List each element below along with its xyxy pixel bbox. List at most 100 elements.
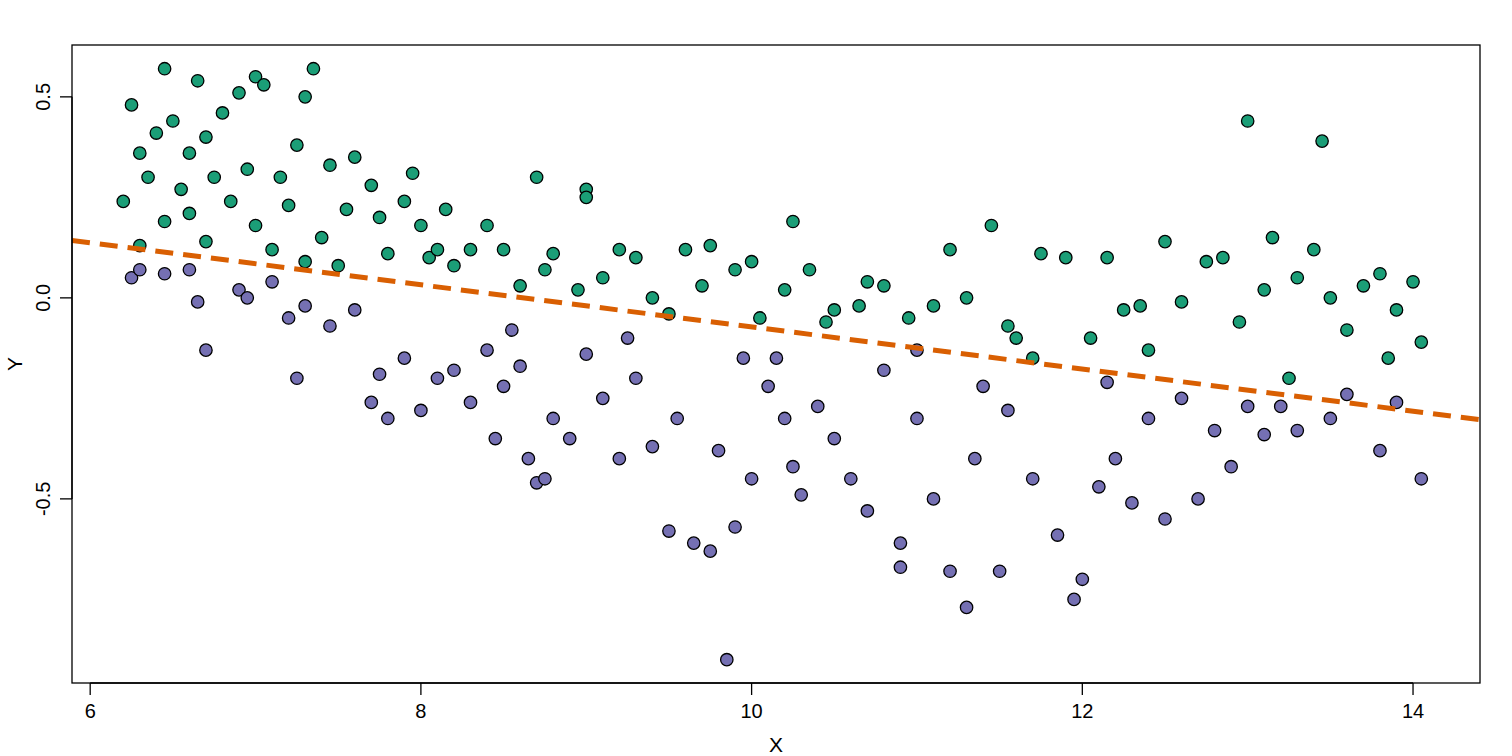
point — [721, 653, 733, 665]
point — [927, 300, 939, 312]
point — [200, 235, 212, 247]
point — [671, 412, 683, 424]
point — [1233, 316, 1245, 328]
point — [158, 268, 170, 280]
point — [787, 215, 799, 227]
point — [770, 352, 782, 364]
point — [406, 167, 418, 179]
point — [993, 565, 1005, 577]
point — [878, 280, 890, 292]
point — [175, 183, 187, 195]
point — [1109, 452, 1121, 464]
point — [927, 493, 939, 505]
point — [125, 99, 137, 111]
point — [787, 461, 799, 473]
point — [1258, 284, 1270, 296]
point — [200, 131, 212, 143]
point — [134, 147, 146, 159]
point — [853, 300, 865, 312]
point — [1415, 336, 1427, 348]
point — [167, 115, 179, 127]
point — [398, 195, 410, 207]
point — [241, 292, 253, 304]
point — [630, 372, 642, 384]
point — [183, 207, 195, 219]
point — [497, 380, 509, 392]
point — [911, 412, 923, 424]
point — [613, 452, 625, 464]
point — [382, 412, 394, 424]
point — [861, 276, 873, 288]
point — [1060, 251, 1072, 263]
point — [820, 316, 832, 328]
point — [1390, 304, 1402, 316]
x-axis-label: X — [769, 733, 783, 756]
point — [1117, 304, 1129, 316]
y-tick — [60, 498, 72, 499]
point — [299, 300, 311, 312]
point — [349, 151, 361, 163]
point — [282, 199, 294, 211]
point — [299, 255, 311, 267]
point — [282, 312, 294, 324]
point — [1217, 251, 1229, 263]
point — [894, 537, 906, 549]
point — [415, 219, 427, 231]
point — [547, 412, 559, 424]
point — [382, 247, 394, 259]
point — [547, 247, 559, 259]
point — [398, 352, 410, 364]
point — [1308, 243, 1320, 255]
point — [1002, 404, 1014, 416]
x-tick-label: 10 — [740, 700, 762, 722]
y-axis-label: Y — [3, 357, 26, 371]
point — [274, 171, 286, 183]
point — [373, 368, 385, 380]
y-tick-label: 0.0 — [32, 284, 54, 312]
point — [1266, 231, 1278, 243]
point — [307, 63, 319, 75]
point — [745, 255, 757, 267]
chart-root: 68101214X-0.50.00.5Y — [0, 0, 1512, 756]
point — [737, 352, 749, 364]
point — [688, 537, 700, 549]
point — [464, 396, 476, 408]
point — [1093, 481, 1105, 493]
point — [142, 171, 154, 183]
point — [291, 372, 303, 384]
chart: 68101214X-0.50.00.5Y — [0, 0, 1512, 756]
point — [1341, 388, 1353, 400]
point — [1159, 235, 1171, 247]
trend-line — [72, 240, 1480, 419]
point — [812, 400, 824, 412]
x-tick — [90, 683, 91, 695]
point — [448, 364, 460, 376]
point — [828, 432, 840, 444]
point — [506, 324, 518, 336]
point — [365, 179, 377, 191]
point — [828, 304, 840, 316]
point — [1101, 376, 1113, 388]
point — [431, 372, 443, 384]
point — [1200, 255, 1212, 267]
point — [960, 601, 972, 613]
plot-area — [72, 63, 1480, 666]
point — [1241, 400, 1253, 412]
point — [1341, 324, 1353, 336]
point — [985, 219, 997, 231]
point — [1407, 276, 1419, 288]
point — [613, 243, 625, 255]
point — [249, 219, 261, 231]
point — [481, 344, 493, 356]
point — [315, 231, 327, 243]
point — [1076, 573, 1088, 585]
point — [580, 348, 592, 360]
point — [208, 171, 220, 183]
x-tick — [1082, 683, 1083, 695]
point — [191, 296, 203, 308]
point — [646, 440, 658, 452]
point — [514, 360, 526, 372]
point — [1126, 497, 1138, 509]
y-tick — [60, 96, 72, 97]
point — [266, 243, 278, 255]
